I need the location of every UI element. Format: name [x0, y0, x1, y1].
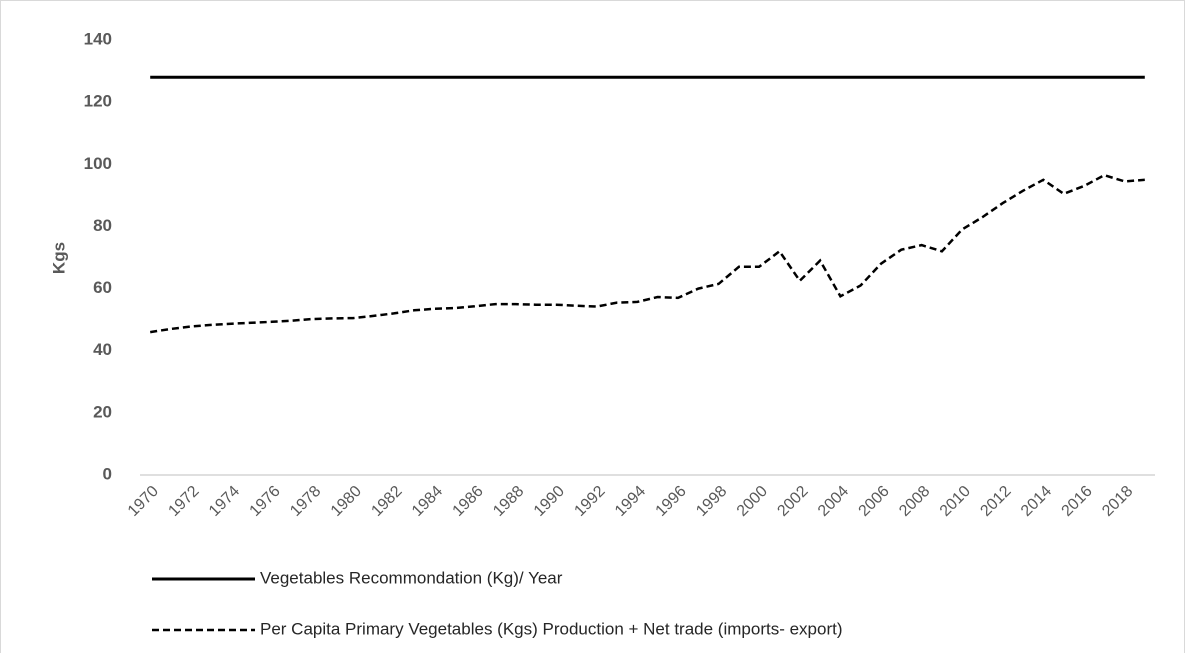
x-tick-label: 1976 [247, 483, 284, 520]
x-tick-label: 1996 [653, 483, 690, 520]
x-tick-label: 1972 [165, 483, 202, 520]
x-tick-label: 1970 [125, 483, 162, 520]
legend-label: Per Capita Primary Vegetables (Kgs) Prod… [260, 619, 843, 638]
y-tick-label: 120 [84, 92, 112, 111]
y-tick-label: 20 [93, 402, 112, 421]
x-tick-label: 1998 [693, 483, 730, 520]
x-tick-label: 2002 [774, 483, 811, 520]
y-axis-label: Kgs [49, 242, 68, 274]
x-tick-label: 2014 [1018, 483, 1055, 520]
x-tick-label: 2008 [896, 483, 933, 520]
y-tick-label: 140 [84, 29, 112, 48]
x-tick-label: 1982 [368, 483, 405, 520]
x-tick-label: 2012 [977, 483, 1014, 520]
y-tick-label: 100 [84, 154, 112, 173]
x-tick-label: 2000 [734, 483, 771, 520]
x-tick-label: 2004 [815, 483, 852, 520]
y-tick-label: 0 [103, 464, 112, 483]
x-tick-label: 1978 [287, 483, 324, 520]
y-tick-label: 40 [93, 340, 112, 359]
legend-label: Vegetables Recommondation (Kg)/ Year [260, 568, 563, 587]
x-tick-label: 1986 [450, 483, 487, 520]
x-tick-label: 1974 [206, 483, 243, 520]
x-tick-label: 1988 [490, 483, 527, 520]
x-tick-label: 1984 [409, 483, 446, 520]
x-tick-label: 1980 [328, 483, 365, 520]
x-tick-label: 1992 [571, 483, 608, 520]
x-tick-label: 1990 [531, 483, 568, 520]
x-tick-label: 1994 [612, 483, 649, 520]
x-tick-label: 2016 [1059, 483, 1096, 520]
x-tick-label: 2018 [1099, 483, 1136, 520]
x-tick-label: 2006 [856, 483, 893, 520]
y-tick-label: 80 [93, 216, 112, 235]
x-tick-label: 2010 [937, 483, 974, 520]
y-tick-label: 60 [93, 278, 112, 297]
series-line [150, 173, 1145, 334]
